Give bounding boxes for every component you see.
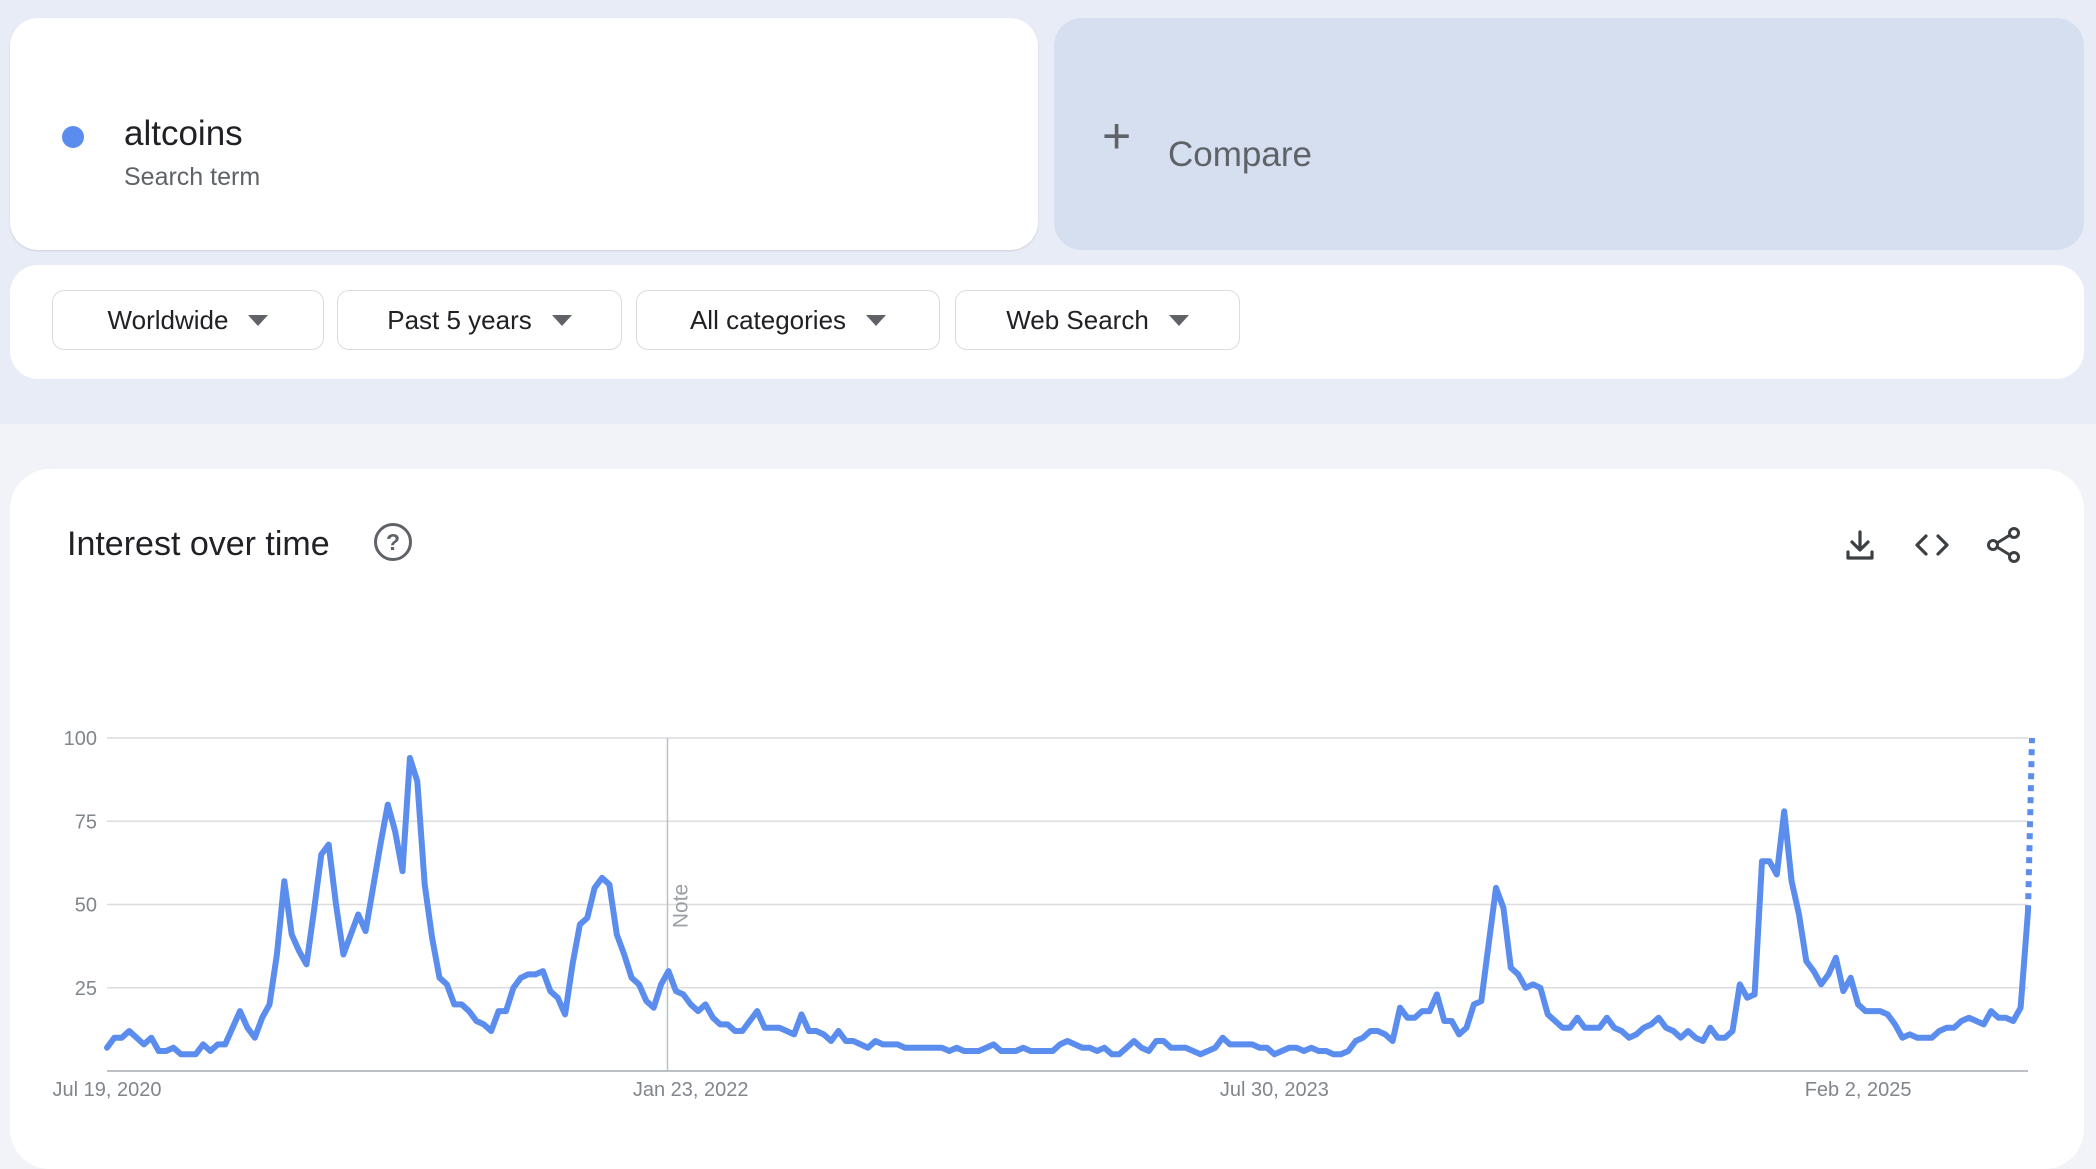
time-range-label: Past 5 years: [387, 304, 532, 335]
x-tick-label-2: Jul 30, 2023: [1220, 1079, 1329, 1101]
term-name[interactable]: altcoins: [124, 114, 243, 153]
region-label: Worldwide: [107, 304, 229, 335]
y-tick-label-100: 100: [64, 728, 97, 750]
note-label: Note: [669, 884, 692, 928]
x-tick-label-0: Jul 19, 2020: [53, 1079, 162, 1101]
filter-bar: Worldwide Past 5 years All categories We…: [10, 265, 2084, 379]
compare-label: Compare: [1168, 135, 1312, 174]
x-tick-label-3: Feb 2, 2025: [1805, 1079, 1912, 1101]
region-dropdown[interactable]: Worldwide: [52, 290, 324, 350]
share-icon[interactable]: [1984, 525, 2024, 565]
chart-title: Interest over time: [67, 525, 330, 563]
chevron-down-icon: [248, 314, 269, 326]
search-term-card[interactable]: altcoins Search term: [10, 18, 1038, 250]
series-partial-segment: [2025, 737, 2035, 912]
time-range-dropdown[interactable]: Past 5 years: [337, 290, 622, 350]
embed-icon[interactable]: [1912, 525, 1952, 565]
download-icon[interactable]: [1840, 525, 1880, 565]
compare-button[interactable]: + Compare: [1054, 18, 2084, 250]
term-type-label: Search term: [124, 163, 261, 191]
y-tick-label-75: 75: [75, 811, 97, 833]
chevron-down-icon: [866, 314, 887, 326]
help-icon[interactable]: ?: [374, 523, 412, 561]
series-line: [104, 755, 2031, 1058]
plus-icon: +: [1102, 108, 1132, 164]
chevron-down-icon: [1168, 314, 1189, 326]
x-tick-label-1: Jan 23, 2022: [633, 1079, 749, 1101]
term-color-dot: [62, 126, 84, 148]
y-tick-label-25: 25: [75, 978, 97, 1000]
chevron-down-icon: [551, 314, 572, 326]
search-type-label: Web Search: [1006, 304, 1149, 335]
category-dropdown[interactable]: All categories: [636, 290, 940, 350]
search-type-dropdown[interactable]: Web Search: [955, 290, 1240, 350]
category-label: All categories: [689, 304, 847, 335]
y-tick-label-50: 50: [75, 895, 97, 917]
